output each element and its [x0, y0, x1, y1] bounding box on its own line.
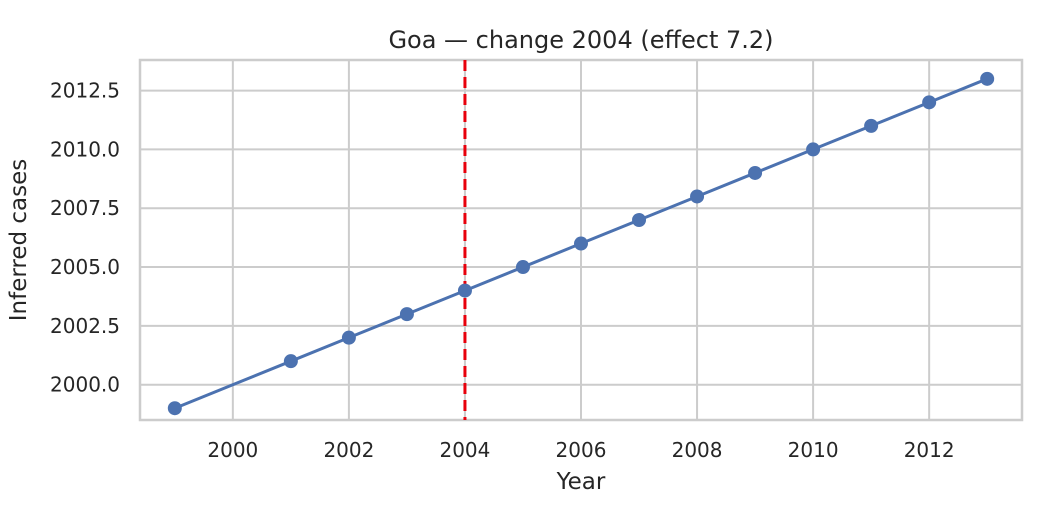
y-tick-label: 2005.0: [50, 255, 120, 279]
x-tick-label: 2010: [788, 438, 839, 462]
data-point: [864, 118, 879, 133]
chart-title: Goa — change 2004 (effect 7.2): [388, 26, 773, 54]
data-point: [574, 236, 588, 251]
data-point: [457, 283, 472, 298]
data-point: [283, 354, 298, 369]
data-point: [922, 95, 937, 110]
y-tick-label: 2012.5: [50, 79, 120, 103]
series-line: [174, 77, 988, 410]
x-tick-label: 2004: [439, 438, 490, 462]
x-axis-label: Year: [556, 469, 606, 495]
plot-frame: [138, 58, 1024, 422]
data-point: [748, 165, 763, 180]
x-axis-ticks: 2000 2002 2004 2006 2008 2010 2012: [207, 438, 954, 462]
grid: [140, 60, 1022, 420]
y-tick-label: 2010.0: [50, 137, 120, 161]
y-tick-label: 2002.5: [50, 314, 120, 338]
y-tick-label: 2007.5: [50, 196, 120, 220]
data-point: [167, 401, 182, 416]
y-axis-label: Inferred cases: [6, 159, 32, 322]
y-tick-label: 2000.0: [50, 373, 120, 397]
data-point: [341, 330, 356, 345]
x-tick-label: 2006: [556, 438, 607, 462]
x-tick-label: 2002: [323, 438, 374, 462]
data-point: [980, 71, 995, 86]
y-axis-ticks: 2000.0 2002.5 2005.0 2007.5 2010.0 2012.5: [50, 79, 120, 397]
x-tick-label: 2012: [904, 438, 955, 462]
series-markers: [167, 71, 995, 416]
data-point: [399, 307, 414, 322]
x-tick-label: 2008: [672, 438, 723, 462]
data-point: [690, 189, 705, 204]
data-point: [515, 260, 530, 275]
data-point: [806, 142, 821, 157]
data-point: [632, 213, 647, 227]
x-tick-label: 2000: [207, 438, 258, 462]
